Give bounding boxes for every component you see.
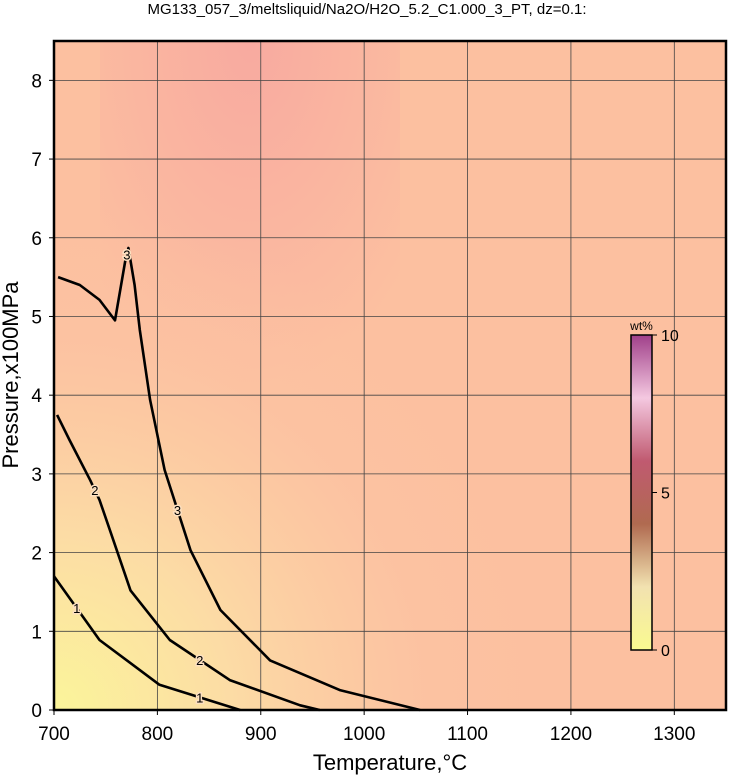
contour-label: 2 <box>91 483 98 498</box>
colorbar-scale <box>630 334 653 651</box>
y-axis-label: Pressure,x100MPa <box>0 281 23 469</box>
y-tick-label: 2 <box>31 544 42 565</box>
y-tick-label: 4 <box>31 386 42 407</box>
x-tick-label: 1300 <box>653 724 695 745</box>
x-tick-label: 700 <box>38 724 70 745</box>
x-tick-label: 1100 <box>447 724 488 745</box>
y-tick-label: 6 <box>31 229 42 250</box>
x-axis-label: Temperature,°C <box>313 750 467 775</box>
plot-frame <box>52 39 728 712</box>
contour-line <box>52 575 241 712</box>
colorbar: wt% 0 5 10 <box>629 319 679 660</box>
contour-label: 3 <box>174 503 181 518</box>
contours: 1 1 2 2 3 3 <box>52 246 421 712</box>
colorbar-label: wt% <box>629 319 653 333</box>
colorbar-tick-label: 5 <box>661 486 670 503</box>
contour-label: 1 <box>196 690 203 705</box>
contour-label: 3 <box>123 247 130 262</box>
contour-label: 2 <box>196 653 203 668</box>
x-tick-label: 900 <box>245 724 277 745</box>
y-tick-label: 7 <box>31 150 42 171</box>
y-tick-label: 3 <box>31 465 42 486</box>
y-tick-label: 1 <box>31 622 42 643</box>
colorbar-tick-label: 0 <box>661 643 670 660</box>
y-tick-label: 0 <box>31 701 42 722</box>
x-tick-label: 1000 <box>343 724 385 745</box>
contour-line <box>57 246 421 712</box>
x-tick-label: 1200 <box>550 724 592 745</box>
contour-line <box>55 414 321 712</box>
chart-title: MG133_057_3/meltsliquid/Na2O/H2O_5.2_C1.… <box>147 1 586 18</box>
y-tick-label: 8 <box>31 71 42 92</box>
x-tick-label: 800 <box>142 724 174 745</box>
contour-label: 1 <box>73 601 80 616</box>
plot-shading <box>54 41 726 710</box>
colorbar-tick-label: 10 <box>661 328 679 345</box>
y-tick-label: 5 <box>31 307 42 328</box>
